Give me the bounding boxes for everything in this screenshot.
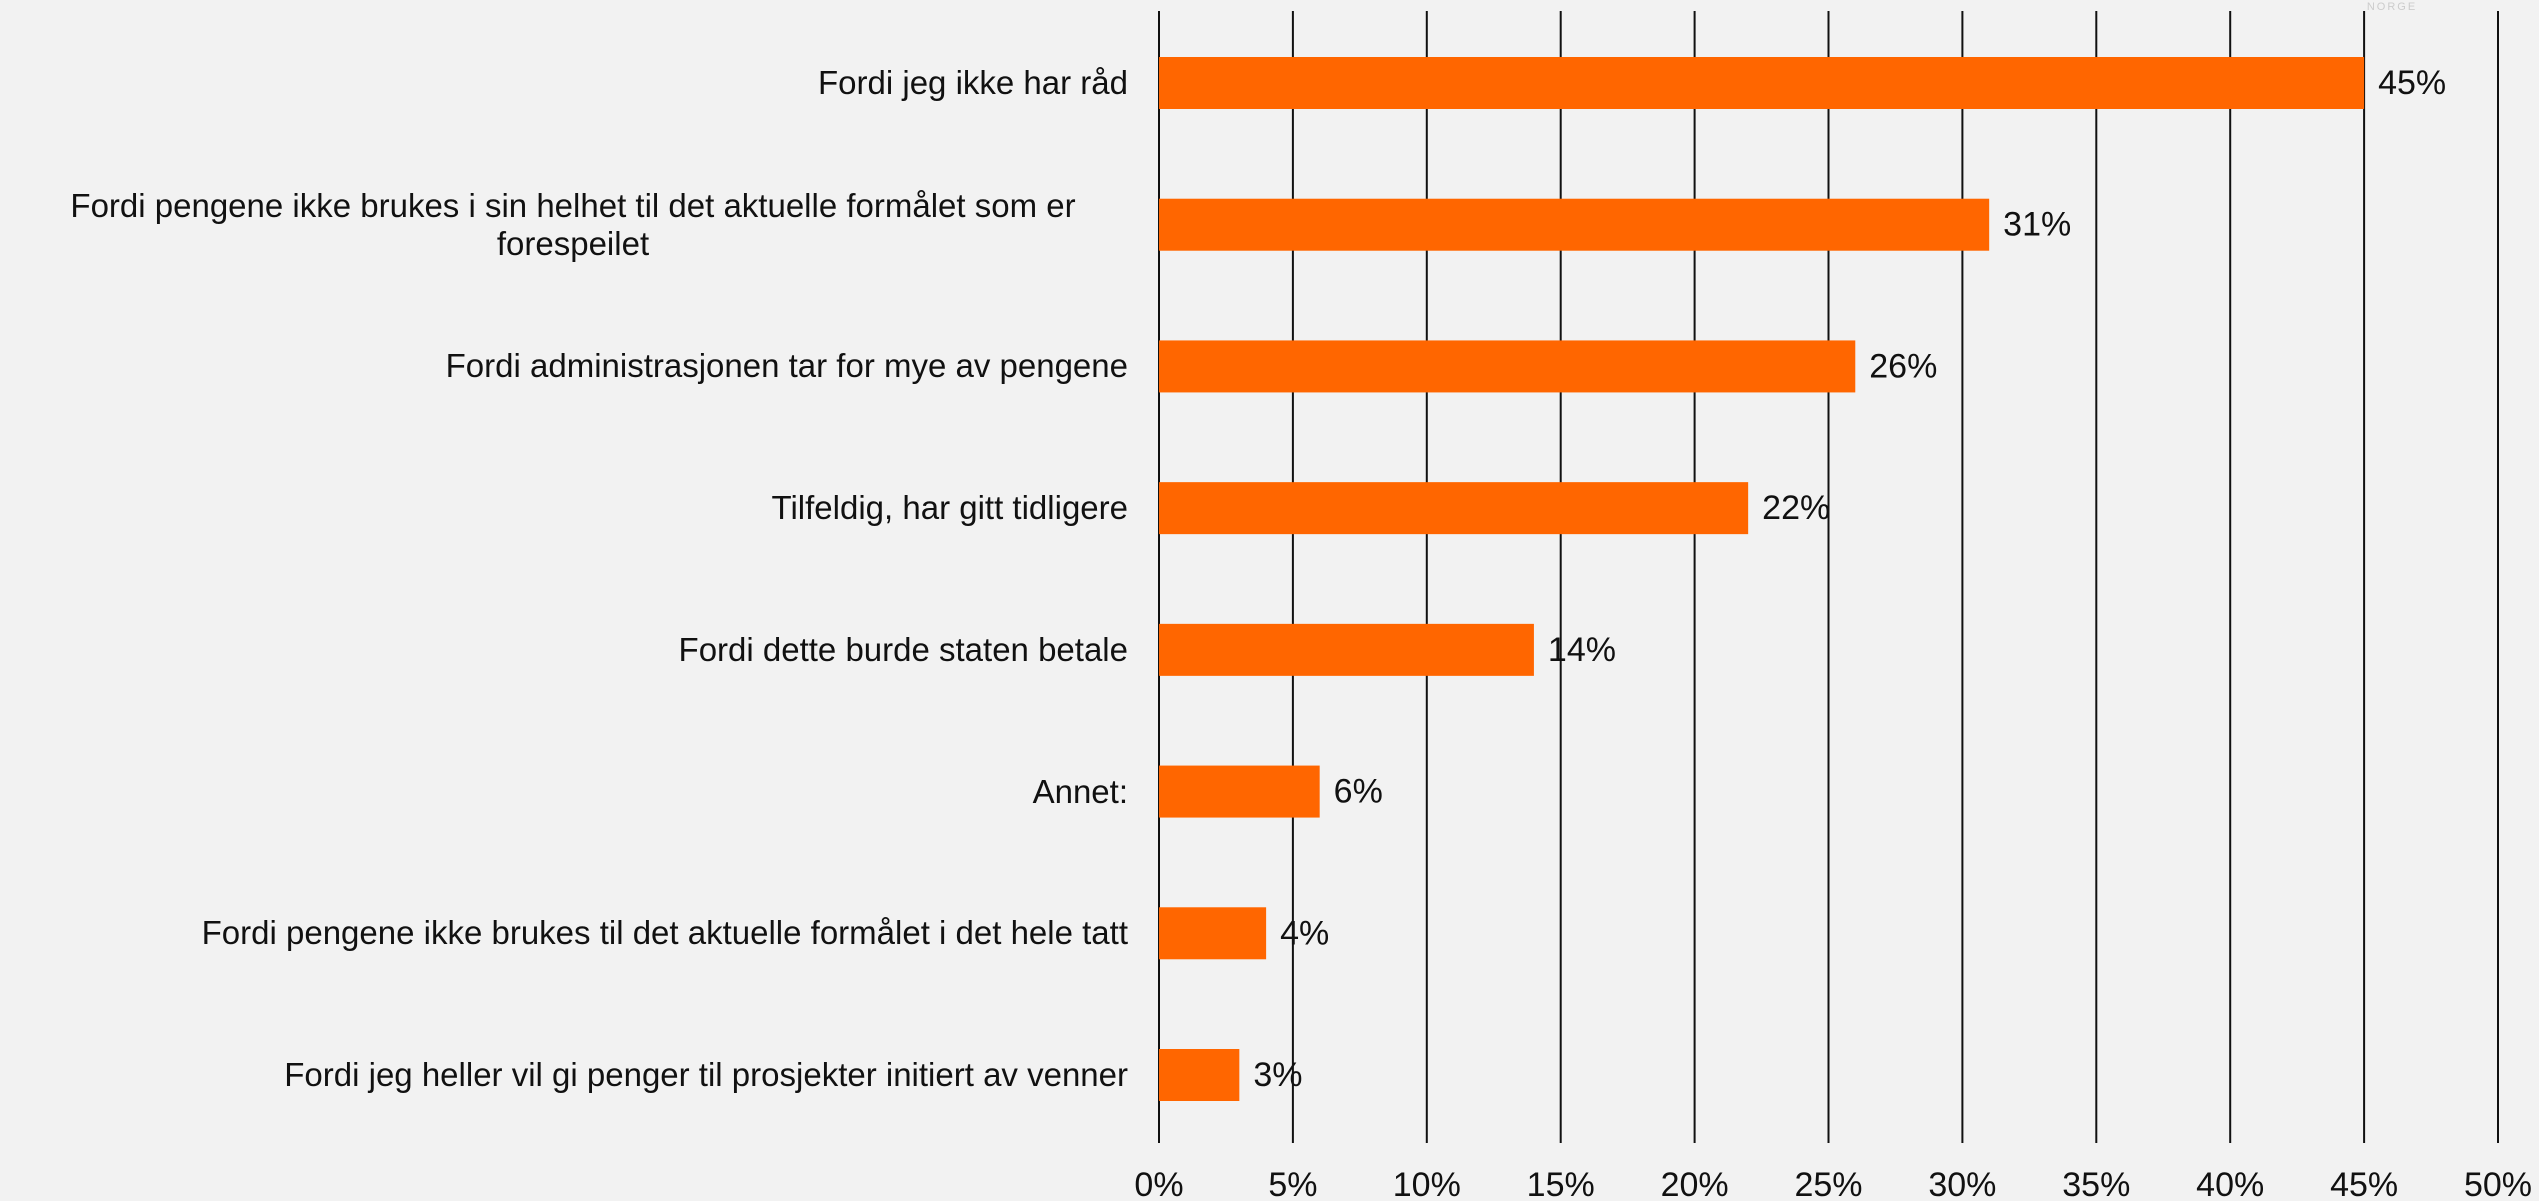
bar — [1159, 1049, 1240, 1101]
bar — [1159, 907, 1267, 960]
brand: NORGE — [2367, 1, 2417, 13]
category-label: Fordi pengene ikke brukes til det aktuel… — [201, 914, 1128, 952]
category-label: Tilfeldig, har gitt tidligere — [771, 489, 1128, 527]
bar — [1159, 765, 1320, 818]
value-label: 31% — [2003, 206, 2071, 244]
bar — [1159, 198, 1990, 251]
bar — [1159, 623, 1534, 676]
x-tick-label: 0% — [1134, 1166, 1183, 1201]
value-label: 14% — [1548, 631, 1616, 669]
x-tick-label: 5% — [1268, 1166, 1317, 1201]
category-label: Annet: — [1032, 772, 1128, 810]
category-label: Fordi pengene ikke brukes i sin helhet t… — [70, 186, 1076, 262]
value-label: 26% — [1869, 347, 1937, 385]
bar — [1159, 57, 2365, 109]
bar — [1159, 340, 1856, 393]
value-label: 6% — [1334, 773, 1383, 811]
x-tick-label: 10% — [1393, 1166, 1461, 1201]
category-label: Fordi administrasjonen tar for mye av pe… — [445, 347, 1128, 385]
x-tick-label: 25% — [1794, 1166, 1862, 1201]
x-tick-label: 15% — [1527, 1166, 1595, 1201]
x-tick-label: 20% — [1661, 1166, 1729, 1201]
category-label: Fordi dette burde staten betale — [678, 630, 1128, 668]
value-label: 4% — [1280, 914, 1329, 952]
x-tick-label: 30% — [1928, 1166, 1996, 1201]
x-tick-label: 40% — [2196, 1166, 2264, 1201]
category-label: Fordi jeg heller vil gi penger til prosj… — [284, 1056, 1128, 1093]
bar — [1159, 482, 1749, 535]
value-label: 22% — [1762, 489, 1830, 527]
x-tick-label: 45% — [2330, 1166, 2398, 1201]
x-tick-label: 50% — [2464, 1166, 2532, 1201]
category-label: Fordi jeg ikke har råd — [818, 64, 1128, 101]
x-tick-label: 35% — [2062, 1166, 2130, 1201]
value-label: 3% — [1253, 1056, 1302, 1094]
value-label: 45% — [2378, 64, 2446, 102]
